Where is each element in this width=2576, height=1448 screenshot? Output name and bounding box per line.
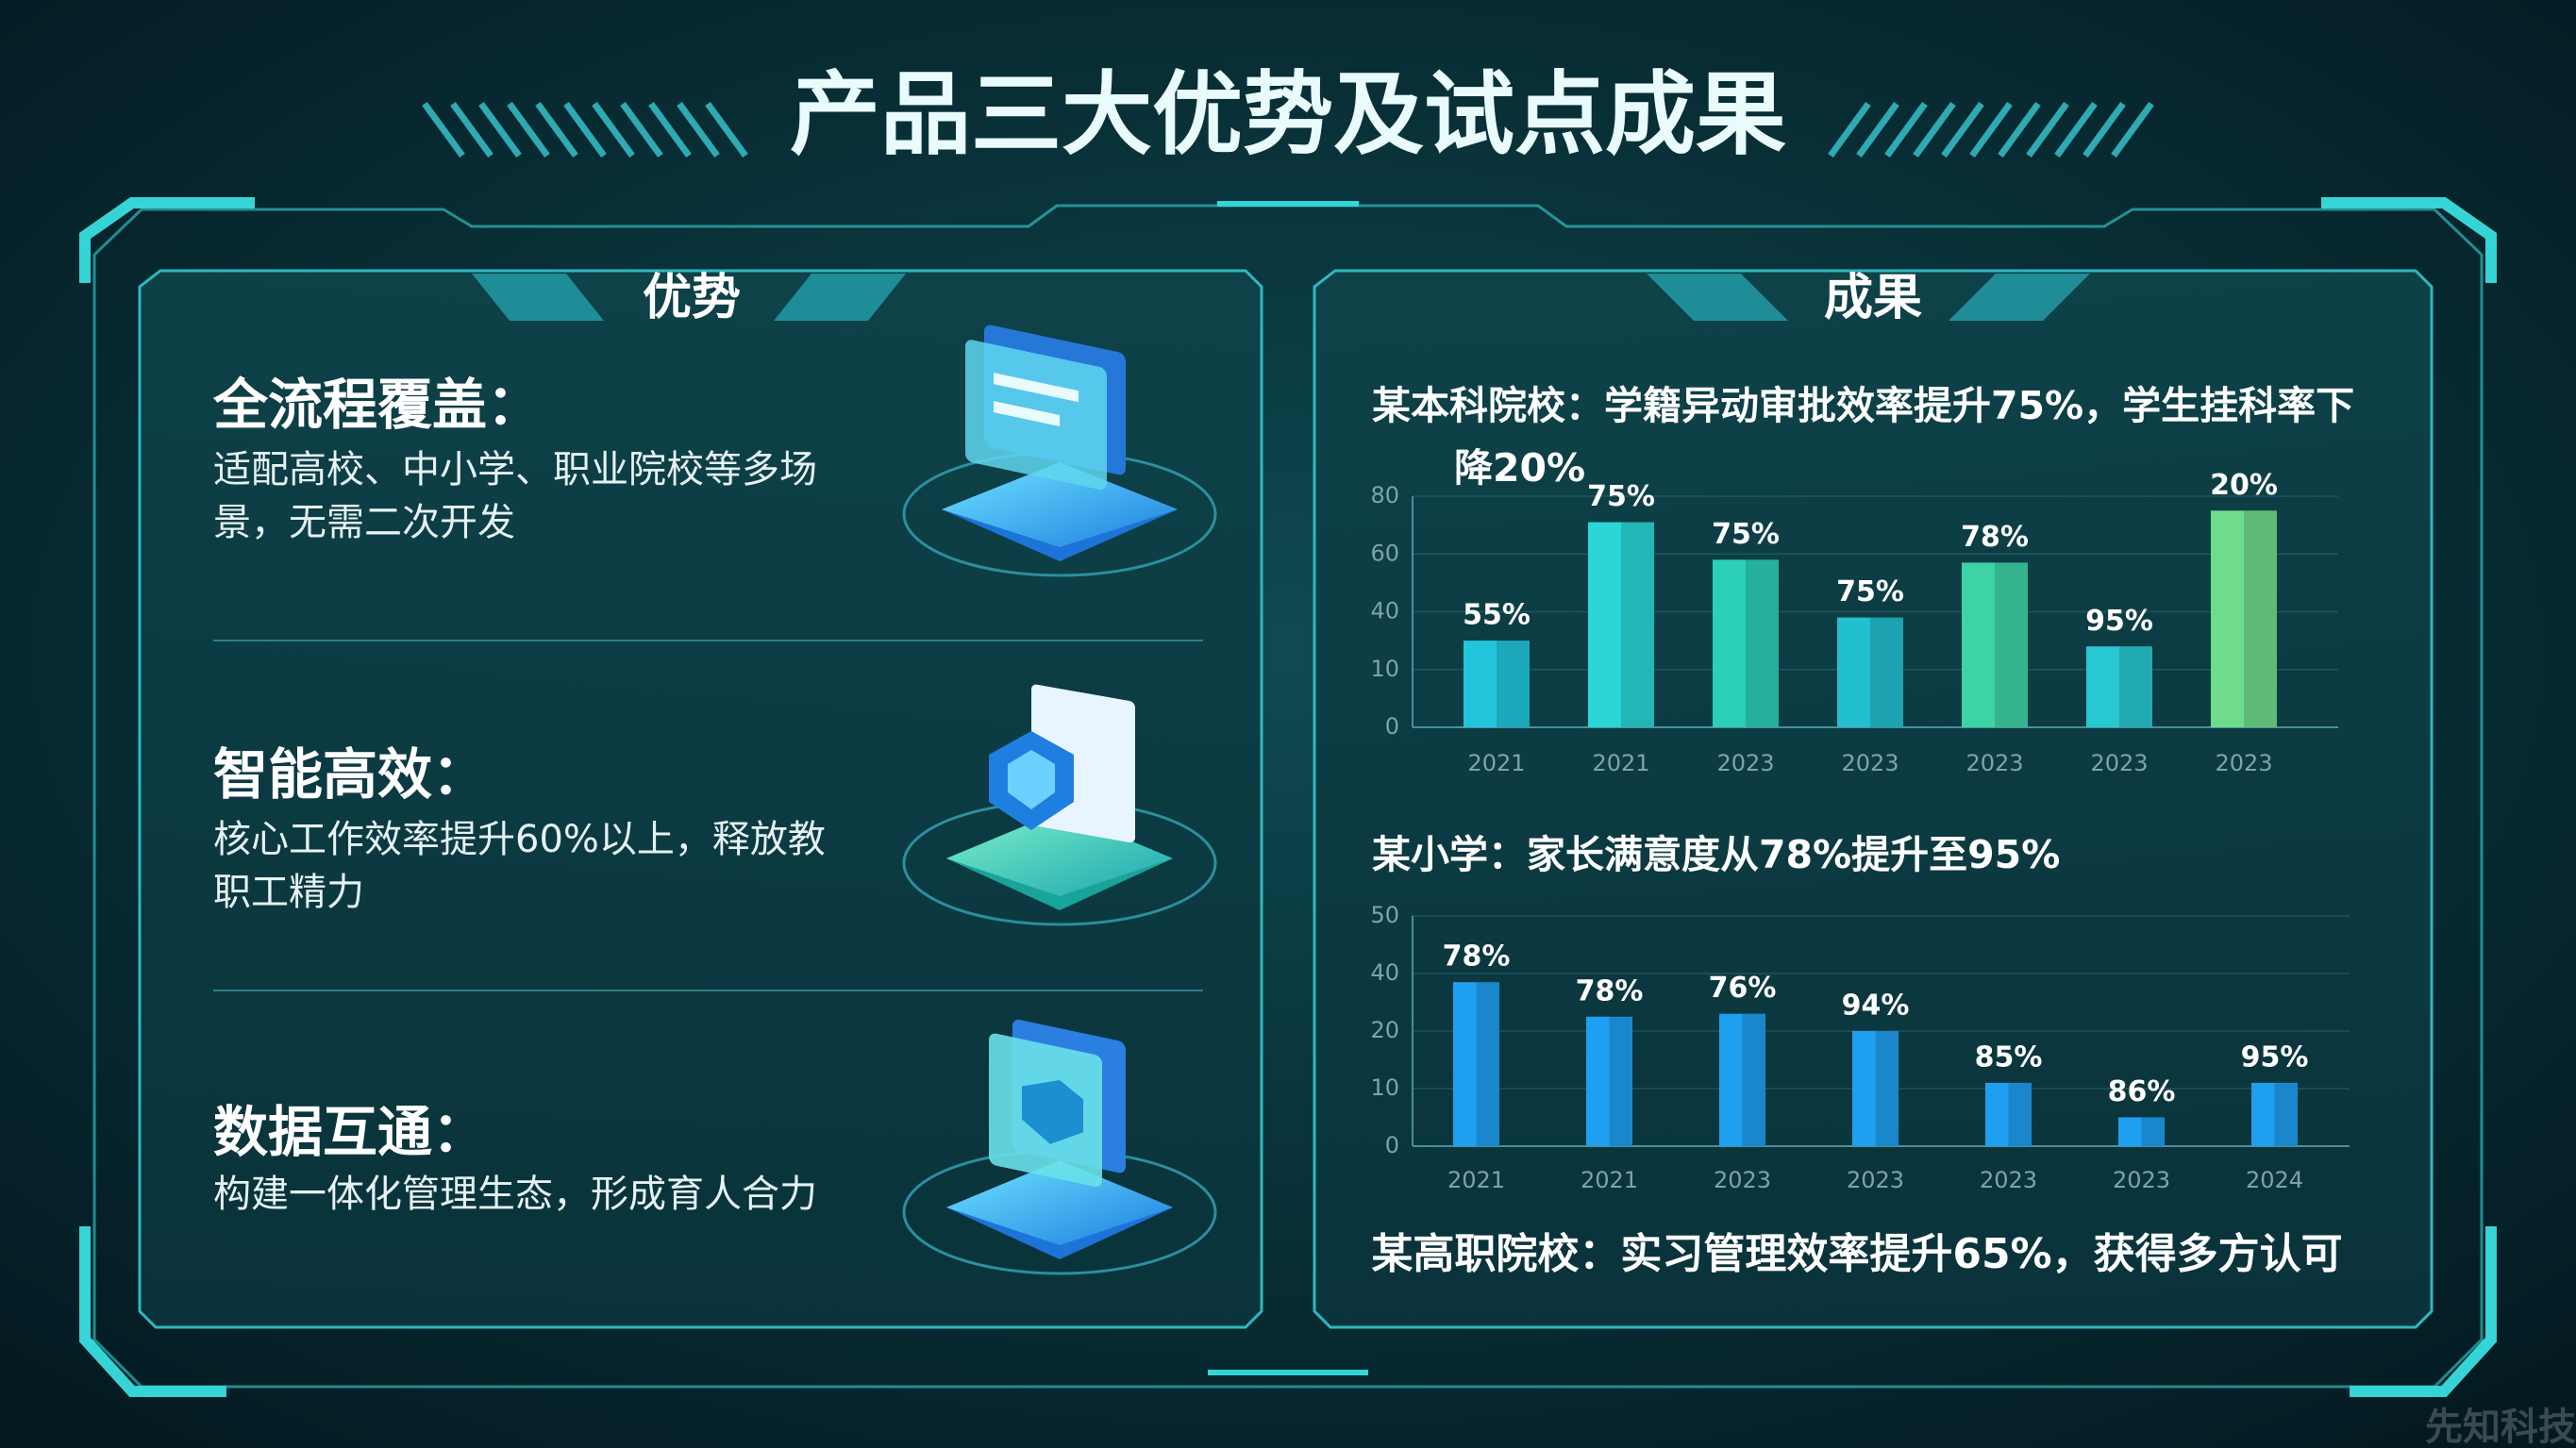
y-tick-label: 80 — [1370, 482, 1399, 508]
bar-shade — [1621, 522, 1654, 727]
bar-shade — [1476, 982, 1499, 1146]
bar-shade — [2141, 1117, 2165, 1146]
bar-shade — [1609, 1016, 1632, 1146]
bar-label: 95% — [2085, 605, 2153, 638]
bar-shade — [2119, 646, 2152, 727]
bar-shade — [1870, 617, 1903, 727]
bar — [1962, 562, 2028, 727]
bar — [1713, 559, 1779, 727]
bar — [1586, 1016, 1632, 1146]
y-tick-label: 10 — [1370, 656, 1399, 682]
icon — [902, 684, 1217, 926]
bar-label: 86% — [2108, 1075, 2176, 1108]
bar — [1588, 522, 1654, 727]
chart-title: 某小学：家长满意度从78%提升至95% — [1372, 832, 2060, 877]
bar — [2118, 1117, 2165, 1146]
bar-label: 85% — [1975, 1040, 2043, 1074]
bar — [1852, 1031, 1899, 1146]
bar-label: 78% — [1443, 940, 1511, 974]
item-text: 构建一体化管理生态，形成育人合力 — [213, 1173, 817, 1216]
panel-heading: 优势 — [643, 270, 741, 326]
icon — [902, 1019, 1217, 1275]
x-tick-label: 2021 — [1581, 1167, 1638, 1193]
bar-label: 20% — [2210, 469, 2278, 502]
result-footer: 某高职院校：实习管理效率提升65%，获得多方认可 — [1371, 1230, 2342, 1278]
bar — [1985, 1082, 2032, 1146]
icon — [902, 325, 1217, 577]
bar — [2251, 1082, 2298, 1146]
bar-label: 94% — [1842, 990, 1910, 1023]
item-title: 智能高效： — [213, 742, 488, 807]
heading-tabs — [472, 274, 2090, 321]
x-tick-label: 2023 — [1847, 1167, 1904, 1193]
x-tick-label: 2023 — [1714, 1167, 1771, 1193]
y-tick-label: 40 — [1370, 598, 1399, 624]
bar-label: 75% — [1712, 518, 1780, 551]
x-tick-label: 2021 — [1592, 750, 1649, 776]
item-text: 核心工作效率提升60%以上，释放教职工精力 — [213, 818, 826, 914]
bar-shade — [2244, 510, 2277, 727]
item-text: 适配高校、中小学、职业院校等多场景，无需二次开发 — [213, 448, 817, 544]
bar-label: 75% — [1587, 480, 1655, 513]
x-tick-label: 2023 — [1980, 1167, 2037, 1193]
frame — [79, 197, 2497, 1397]
x-tick-label: 2023 — [1841, 750, 1899, 776]
x-tick-label: 2023 — [2113, 1167, 2170, 1193]
bar — [1837, 617, 1903, 727]
bar-label: 95% — [2241, 1040, 2309, 1074]
y-tick-label: 10 — [1370, 1074, 1399, 1101]
bar-shade — [1995, 562, 2028, 727]
y-tick-label: 60 — [1370, 540, 1399, 566]
bar-shade — [1742, 1013, 1765, 1146]
bar — [1453, 982, 1499, 1146]
advantages-panel — [138, 269, 1263, 1329]
bar-shade — [1746, 559, 1779, 727]
x-tick-label: 2023 — [2090, 750, 2148, 776]
bar-shade — [1497, 641, 1530, 727]
bar — [2086, 646, 2152, 727]
x-tick-label: 2023 — [1716, 750, 1774, 776]
x-tick-label: 2023 — [2215, 750, 2272, 776]
y-tick-label: 40 — [1370, 959, 1399, 986]
bar-label: 76% — [1709, 972, 1777, 1005]
y-tick-label: 50 — [1370, 902, 1399, 928]
watermark: 先知科技 — [2425, 1406, 2576, 1448]
page-title: 产品三大优势及试点成果 — [790, 61, 1786, 167]
item-title: 数据互通： — [213, 1100, 488, 1164]
bar — [1719, 1013, 1765, 1146]
bar — [1464, 641, 1530, 727]
bar-shade — [2008, 1082, 2032, 1146]
chart-title: 某本科院校：学籍异动审批效率提升75%，学生挂科率下降20% — [1372, 383, 2355, 491]
bar-label: 75% — [1836, 575, 1904, 608]
y-tick-label: 0 — [1385, 1132, 1399, 1158]
item-title: 全流程覆盖： — [213, 373, 543, 437]
x-tick-label: 2023 — [1965, 750, 2023, 776]
bar-label: 78% — [1961, 521, 2029, 554]
x-tick-label: 2021 — [1447, 1167, 1505, 1193]
title-stripes — [422, 101, 2154, 158]
panel-heading: 成果 — [1824, 270, 1922, 326]
bar-label: 78% — [1576, 974, 1644, 1007]
bar — [2211, 510, 2277, 727]
bar-shade — [2274, 1082, 2298, 1146]
bar-label: 55% — [1463, 599, 1531, 632]
y-tick-label: 20 — [1370, 1017, 1399, 1043]
y-tick-label: 0 — [1385, 713, 1399, 740]
x-tick-label: 2024 — [2246, 1167, 2303, 1193]
bar-shade — [1875, 1031, 1899, 1146]
x-tick-label: 2021 — [1467, 750, 1525, 776]
